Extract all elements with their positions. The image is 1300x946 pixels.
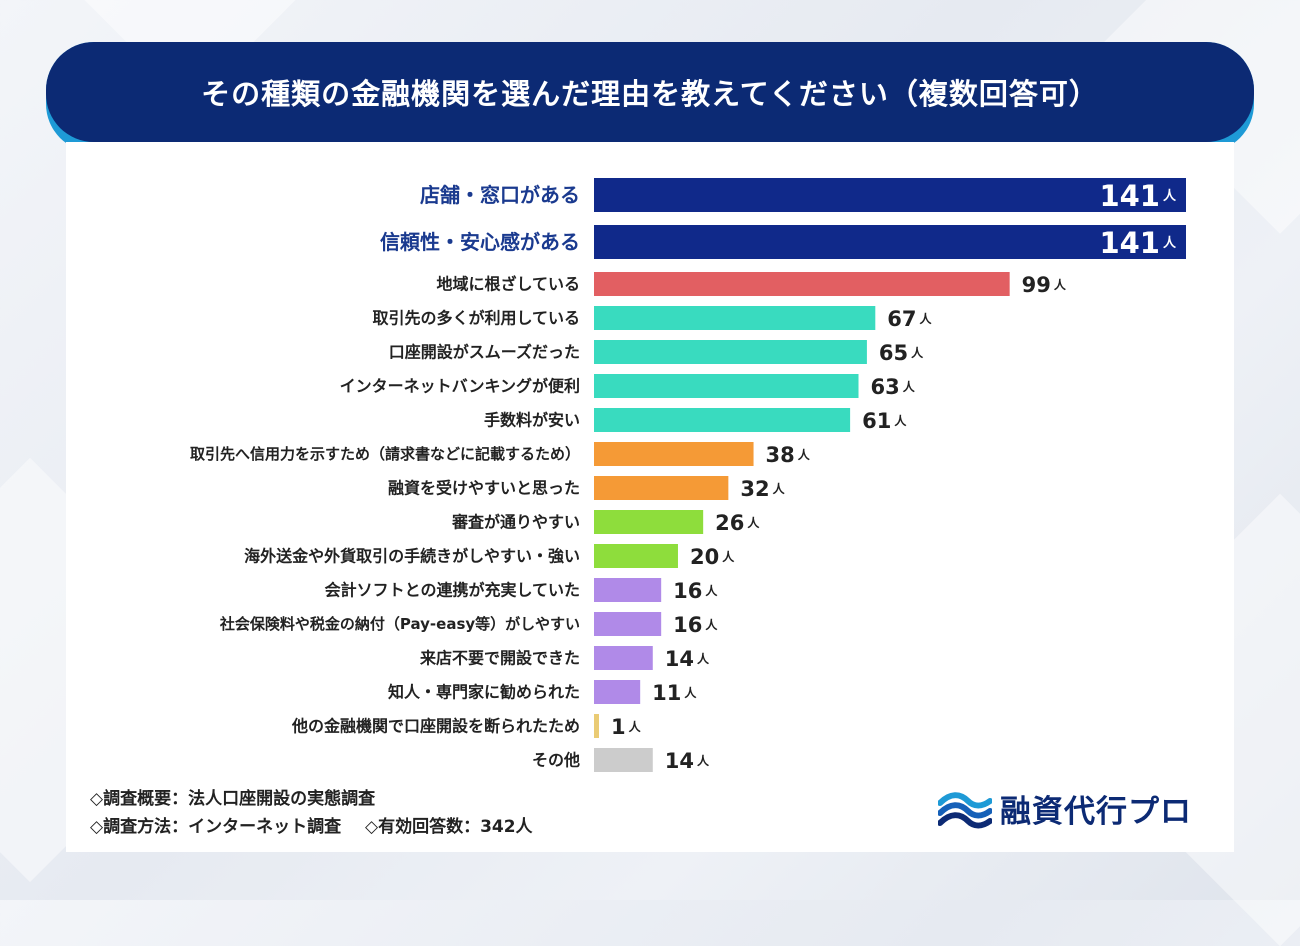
category-label: 社会保険料や税金の納付（Pay-easy等）がしやすい <box>219 615 580 633</box>
category-label: 信頼性・安心感がある <box>380 230 580 254</box>
bar <box>594 408 851 432</box>
category-label: 審査が通りやすい <box>451 513 580 532</box>
category-label: 店舗・窓口がある <box>420 183 580 207</box>
survey-method-text: ◇調査方法：インターネット調査 <box>90 817 342 837</box>
value-label: 11 人 <box>652 681 697 705</box>
bar <box>594 578 662 602</box>
category-label: その他 <box>532 751 580 770</box>
bar <box>594 374 859 398</box>
category-label: インターネットバンキングが便利 <box>340 377 580 396</box>
category-label: 取引先の多くが利用している <box>372 309 580 328</box>
category-label: 融資を受けやすいと思った <box>388 479 580 498</box>
brand-logo: 融資代行プロ <box>938 786 1192 831</box>
category-label: 会計ソフトとの連携が充実していた <box>325 581 580 600</box>
bar <box>594 340 867 364</box>
category-label: 来店不要で開設できた <box>419 649 580 668</box>
value-label: 26 人 <box>715 511 760 535</box>
category-label: 他の金融機関で口座開設を断られたため <box>291 717 580 736</box>
bar <box>594 714 599 738</box>
category-label: 知人・専門家に勧められた <box>388 683 580 702</box>
bar <box>594 544 678 568</box>
value-label: 14 人 <box>665 647 710 671</box>
value-label: 99 人 <box>1022 273 1067 297</box>
wave-icon <box>938 791 992 828</box>
chart-title: その種類の金融機関を選んだ理由を教えてください（複数回答可） <box>201 77 1099 111</box>
category-label: 取引先へ信用力を示すため（請求書などに記載するため） <box>190 445 580 463</box>
header-banner: その種類の金融機関を選んだ理由を教えてください（複数回答可） <box>46 42 1254 142</box>
respondent-count-text: ◇有効回答数：342人 <box>365 817 533 837</box>
value-label: 14 人 <box>665 749 710 773</box>
bar <box>594 612 662 636</box>
survey-summary-text: ◇調査概要：法人口座開設の実態調査 <box>90 789 376 809</box>
value-label: 20 人 <box>690 545 735 569</box>
value-label: 141 人 <box>1099 226 1177 260</box>
category-label: 地域に根ざしている <box>436 275 580 294</box>
value-label: 63 人 <box>871 375 916 399</box>
value-label: 16 人 <box>673 579 718 603</box>
bar <box>594 646 653 670</box>
value-label: 38 人 <box>766 443 811 467</box>
bar <box>594 510 704 534</box>
value-label: 67 人 <box>887 307 932 331</box>
bar <box>594 306 876 330</box>
bar <box>594 272 1010 296</box>
category-label: 手数料が安い <box>484 411 580 430</box>
category-label: 口座開設がスムーズだった <box>389 343 580 362</box>
survey-overview: ◇調査概要：法人口座開設の実態調査 <box>90 784 375 809</box>
survey-method: ◇調査方法：インターネット調査 ◇有効回答数：342人 <box>90 812 533 837</box>
bar <box>594 178 1186 212</box>
value-label: 61 人 <box>862 409 907 433</box>
category-label: 海外送金や外貨取引の手続きがしやすい・強い <box>244 547 580 566</box>
brand-name: 融資代行プロ <box>1000 794 1192 830</box>
value-label: 32 人 <box>740 477 785 501</box>
value-label: 16 人 <box>673 613 718 637</box>
bar <box>594 748 653 772</box>
bar <box>594 476 729 500</box>
bar <box>594 225 1186 259</box>
bar <box>594 680 641 704</box>
value-label: 141 人 <box>1099 179 1177 213</box>
value-label: 65 人 <box>879 341 924 365</box>
bar <box>594 442 754 466</box>
